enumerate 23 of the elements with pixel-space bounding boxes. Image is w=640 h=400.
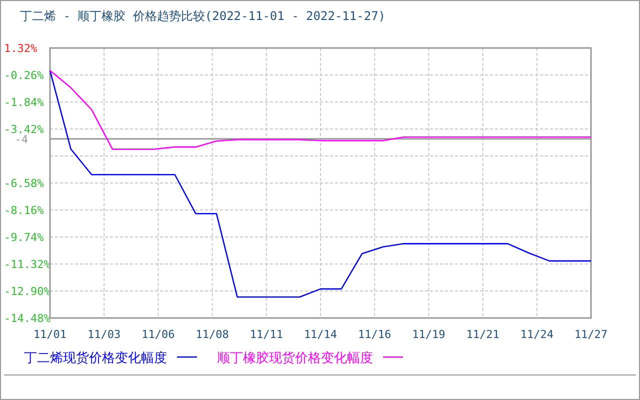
legend: 顺丁橡胶现货价格变化幅度 [217,351,373,366]
xtick: 11/08 [196,328,229,341]
ytick: -6.58% [4,177,44,190]
xtick: 11/14 [304,328,338,341]
xtick: 11/19 [412,328,446,341]
title: 丁二烯 - 顺丁橡胶 价格趋势比较(2022-11-01 - 2022-11-27) [20,9,386,23]
ytick: -0.26% [4,69,44,82]
xtick: 11/16 [358,328,392,341]
ytick: -1.84% [4,96,44,109]
xtick: 11/01 [33,328,67,341]
ytick: -14.48% [4,312,50,325]
ytick: -8.16% [4,204,44,217]
xtick: 11/27 [574,328,608,341]
xtick: 11/03 [88,328,121,341]
xtick: 11/24 [520,328,554,341]
xtick: 11/21 [466,328,500,341]
ytick: -9.74% [4,231,44,244]
ytick: -12.90% [4,285,50,298]
legend: 丁二烯现货价格变化幅度 [24,351,167,366]
ytick: 1.32% [4,42,38,55]
xtick: 11/06 [142,328,175,341]
ytick: -11.32% [4,258,50,271]
xtick: 11/11 [250,328,283,341]
